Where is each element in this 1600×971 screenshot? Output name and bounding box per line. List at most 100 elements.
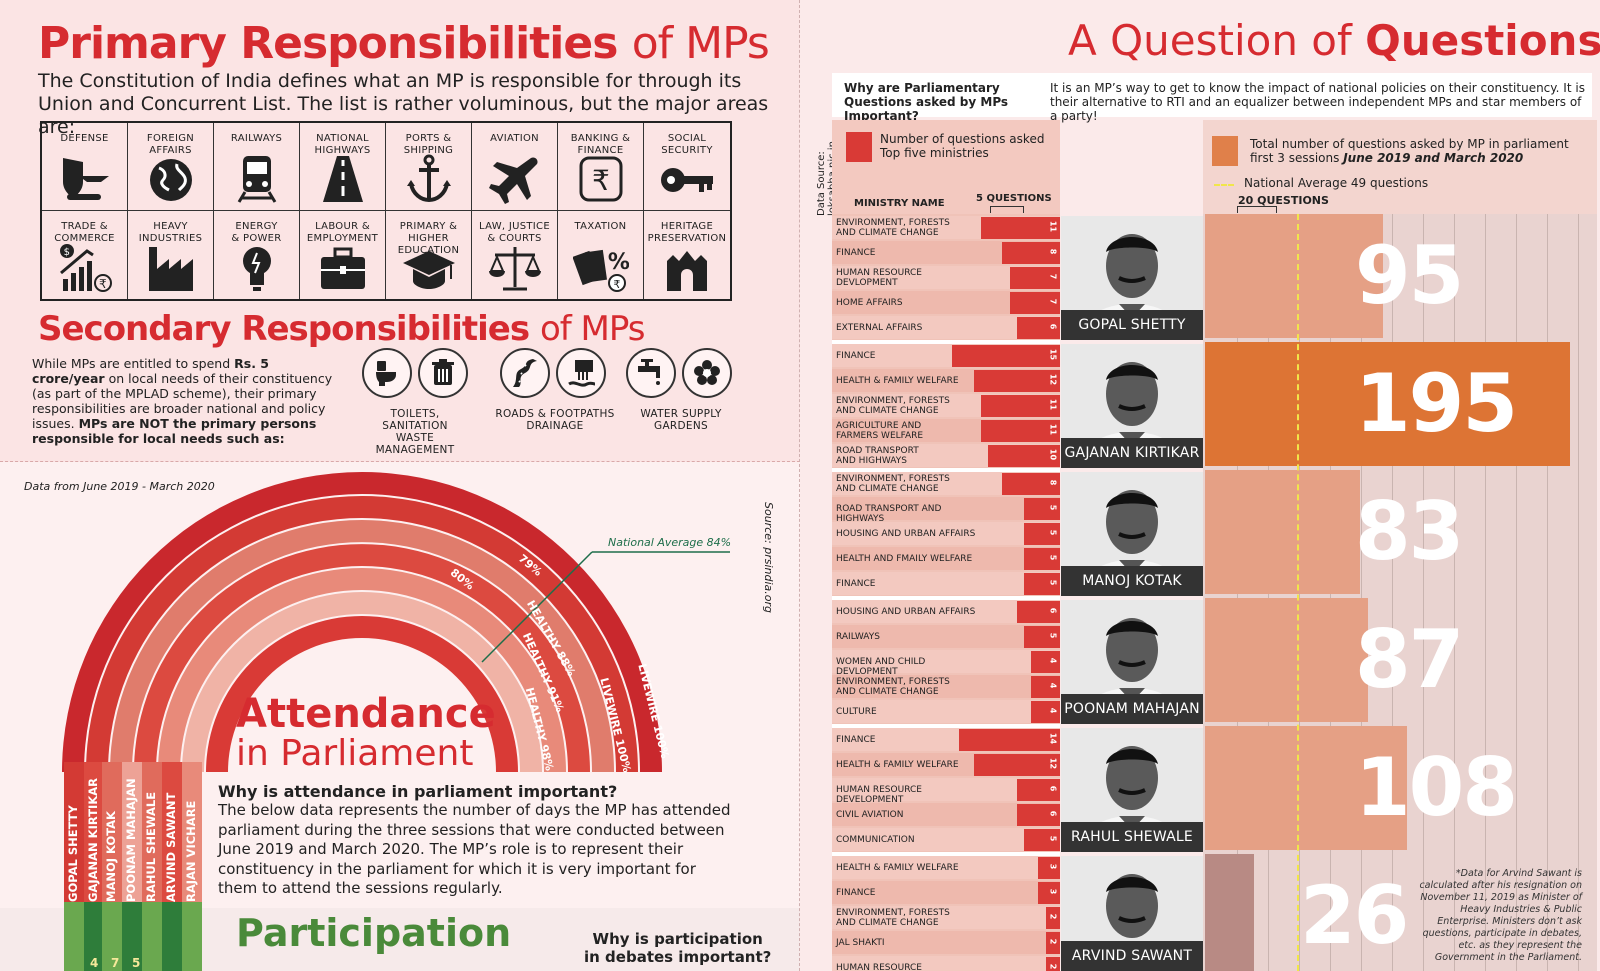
ministry-row: [832, 906, 1060, 929]
grid-line: [1392, 214, 1393, 971]
ministry-bar: [1002, 242, 1060, 264]
ministry-legend-text: Number of questions asked Top five minist…: [880, 132, 1045, 160]
national-avg-legend-line: [1214, 184, 1234, 186]
responsibility-cell: AVIATION: [472, 123, 558, 211]
attendance-source: Source: prsindia.org: [762, 502, 775, 613]
ministry-row: [832, 881, 1060, 904]
caption-water: WATER SUPPLY GARDENS: [640, 408, 722, 432]
attendance-mp-name: RAHUL SHEWALE: [144, 791, 158, 902]
participation-why: Why is participation in debates important…: [584, 930, 772, 966]
ministry-name: RAILWAYS: [836, 632, 880, 642]
ministry-row: [832, 650, 1060, 673]
attendance-mp-name: MANOJ KOTAK: [104, 811, 118, 902]
ministry-name: EXTERNAL AFFAIRS: [836, 323, 923, 333]
attendance-why-title: Why is attendance in parliament importan…: [218, 782, 618, 801]
ministry-bar: [1031, 676, 1060, 698]
ministry-name: AGRICULTURE AND FARMERS WELFARE: [836, 421, 924, 441]
total-questions-value: 95: [1355, 229, 1464, 322]
ministry-bar: [1009, 292, 1060, 314]
ministry-value: 14: [1048, 732, 1058, 745]
ministry-row: [832, 547, 1060, 570]
ministry-value: 11: [1048, 220, 1058, 233]
total-questions-value: 108: [1355, 741, 1518, 834]
ministry-value: 4: [1048, 682, 1058, 689]
responsibility-cell: SOCIAL SECURITY: [644, 123, 730, 211]
mp-name-label: RAHUL SHEWALE: [1061, 822, 1203, 852]
questions-footnote: *Data for Arvind Sawant is calculated af…: [1419, 868, 1582, 963]
attendance-why-text: The below data represents the number of …: [218, 801, 731, 897]
defense-icon: [57, 154, 113, 204]
ministry-value: 7: [1048, 298, 1058, 305]
anchor-icon: [401, 154, 457, 204]
ministry-name: WOMEN AND CHILD DEVLOPMENT: [836, 657, 926, 677]
ministry-bar: [1016, 804, 1060, 826]
responsibility-cell: LAW, JUSTICE & COURTS: [472, 211, 558, 299]
ministry-bar: [1031, 701, 1060, 723]
total-questions-bar: [1205, 342, 1570, 466]
participation-stripe: [84, 902, 104, 971]
ministry-value: 5: [1048, 632, 1058, 639]
factory-icon: [143, 243, 199, 293]
ministry-value: 5: [1048, 835, 1058, 842]
ministry-name: ROAD TRANSPORT AND HIGHWAYS: [836, 504, 942, 524]
grid-line: [1547, 214, 1548, 971]
ministry-name: HEALTH AND FMAILY WELFARE: [836, 554, 973, 564]
ministry-name: CIVIL AVIATION: [836, 810, 904, 820]
total-legend-swatch: [1212, 136, 1238, 166]
caption-roads: ROADS & FOOTPATHS DRAINAGE: [495, 408, 615, 432]
responsibility-label: RAILWAYS: [230, 133, 283, 144]
total-questions-bar: [1205, 598, 1368, 722]
ministry-value: 8: [1048, 248, 1058, 255]
total-questions-bar: [1205, 726, 1408, 850]
row-separator: [832, 340, 1060, 344]
ministry-bar: [1038, 882, 1060, 904]
responsibility-cell: HEAVY INDUSTRIES: [128, 211, 214, 299]
tap-icon: [626, 348, 676, 398]
grid-line: [1454, 214, 1455, 971]
responsibility-label: AVIATION: [490, 133, 539, 144]
ministry-row: [832, 931, 1060, 954]
ministry-name: HUMAN RESOURCE DEVELOPMENT: [836, 785, 922, 805]
responsibility-label: ENERGY & POWER: [231, 221, 282, 244]
ministry-name: HUMAN RESOURCE DEVELOPMENT: [836, 963, 922, 971]
col-ministry-name: MINISTRY NAME: [854, 198, 945, 209]
participation-stripe: [142, 902, 162, 971]
ministry-bar: [1024, 548, 1060, 570]
responsibility-cell: FOREIGN AFFAIRS: [128, 123, 214, 211]
ministry-value: 6: [1048, 607, 1058, 614]
ministry-bar: [973, 370, 1060, 392]
drainage-icon: [556, 348, 606, 398]
responsibility-cell: LABOUR & EMPLOYMENT: [300, 211, 386, 299]
ministry-name: ENVIRONMENT, FORESTS AND CLIMATE CHANGE: [836, 396, 950, 416]
mp-photo: POONAM MAHAJAN: [1061, 600, 1203, 724]
responsibility-grid: DEFENSE FOREIGN AFFAIRS RAILWAYS NATIONAL H…: [40, 121, 732, 301]
responsibility-cell: NATIONAL HIGHWAYS: [300, 123, 386, 211]
ministry-name: HEALTH & FAMILY WELFARE: [836, 376, 959, 386]
scales-icon: [487, 243, 543, 293]
highway-icon: [315, 154, 371, 204]
ministry-name: HEALTH & FAMILY WELFARE: [836, 863, 959, 873]
mp-name-label: ARVIND SAWANT: [1061, 941, 1203, 971]
svg-text:₹: ₹: [99, 277, 107, 291]
svg-text:₹: ₹: [613, 278, 620, 291]
ministry-bar: [1024, 829, 1060, 851]
ministry-bar: [1045, 907, 1060, 929]
total-questions-value: 26: [1300, 869, 1409, 962]
responsibility-cell: TRADE & COMMERCE $ ₹: [42, 211, 128, 299]
chart-growth-icon: $ ₹: [57, 243, 113, 293]
total-legend-panel: [1203, 120, 1597, 214]
ministry-row: [832, 522, 1060, 545]
participation-count: 5: [132, 956, 141, 970]
ministry-bar: [1024, 523, 1060, 545]
ministry-value: 7: [1048, 273, 1058, 280]
participation-stripe: [122, 902, 142, 971]
participation-stripe: [162, 902, 182, 971]
mp-name-label: GOPAL SHETTY: [1061, 310, 1203, 340]
row-separator: [832, 724, 1060, 728]
ministry-value: 3: [1048, 863, 1058, 870]
ministry-bar: [988, 445, 1060, 467]
ministry-name: HOME AFFAIRS: [836, 298, 903, 308]
total-legend-text: Total number of questions asked by MP in…: [1250, 137, 1569, 165]
total-questions-bar: [1205, 470, 1361, 594]
secondary-title: Secondary Responsibilities of MPs: [38, 309, 645, 349]
